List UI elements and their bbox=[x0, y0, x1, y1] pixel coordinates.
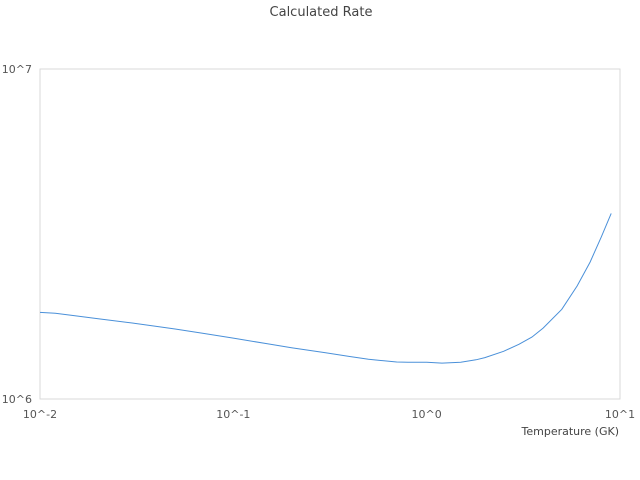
x-tick-label: 10^0 bbox=[412, 408, 442, 421]
chart-title: Calculated Rate bbox=[270, 5, 373, 20]
x-axis-label: Temperature (GK) bbox=[521, 425, 620, 438]
plot-frame bbox=[39, 68, 621, 400]
y-tick-label: 10^7 bbox=[2, 63, 32, 76]
x-tick-label: 10^1 bbox=[605, 408, 635, 421]
y-tick-label: 10^6 bbox=[2, 393, 32, 406]
series-line bbox=[39, 213, 612, 364]
x-tick-label: 10^-2 bbox=[23, 408, 57, 421]
x-tick-label: 10^-1 bbox=[216, 408, 250, 421]
